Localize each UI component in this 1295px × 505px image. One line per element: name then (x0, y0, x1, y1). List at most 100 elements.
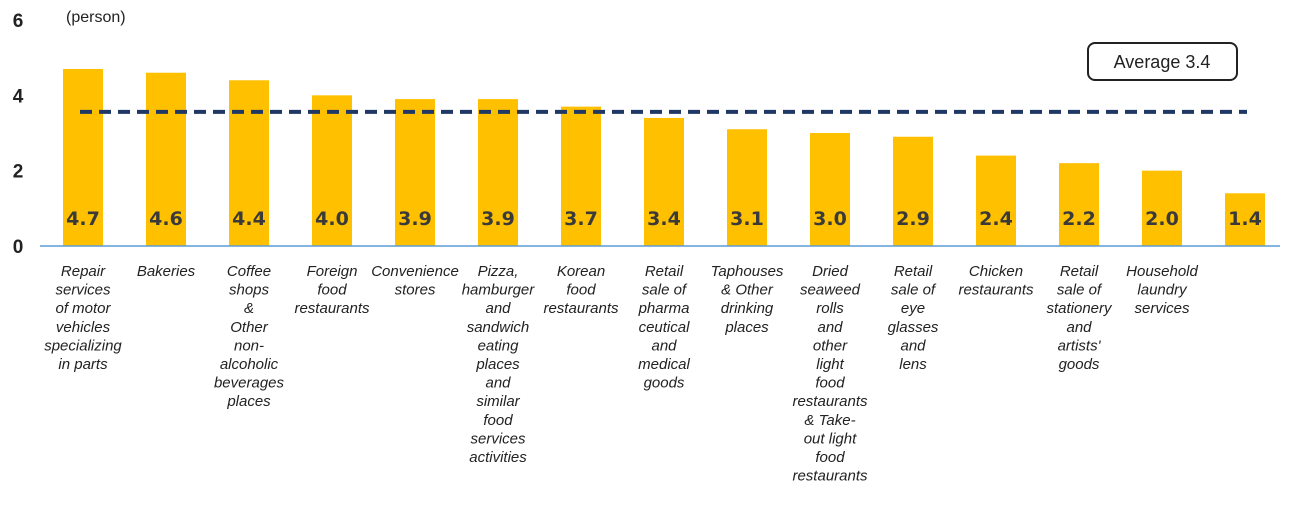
category-label-line: ceutical (639, 319, 691, 336)
bar (561, 106, 601, 246)
category-label-line: eating (478, 337, 520, 354)
bar-value-label: 3.9 (398, 208, 432, 230)
category-label-line: Other (230, 319, 269, 336)
value-labels-group: 4.7 4.6 4.4 4.0 3.9 3.9 3.7 3.4 3.1 3.0 2.9 2.4 2.2 2… (66, 208, 1262, 230)
category-label-line: & Other (721, 282, 774, 299)
category-label-line: food (815, 449, 845, 466)
category-label-line: light (816, 356, 844, 373)
bar (1059, 163, 1099, 246)
category-label-line: non- (234, 337, 264, 354)
category-label-line: food (566, 282, 596, 299)
y-tick-label: 0 (13, 237, 24, 258)
category-label-line: services (470, 430, 526, 447)
category-label-line: rolls (816, 300, 844, 317)
category-label-line: beverages (214, 375, 285, 392)
category-label: Retail sale of eye glasses and lens (888, 263, 939, 373)
category-label-line: and (817, 319, 843, 336)
category-label: Dried seaweed rolls and other light food restau… (792, 263, 868, 485)
category-label-line: goods (644, 375, 685, 392)
bar-value-label: 2.2 (1062, 208, 1096, 230)
category-label-line: places (724, 319, 769, 336)
category-label-line: out light (804, 430, 857, 447)
average-legend-box: Average 3.4 (1087, 42, 1238, 81)
bar (63, 68, 103, 246)
category-label-line: services (1134, 300, 1190, 317)
category-label-line: in parts (58, 356, 108, 373)
category-label-line: & Take- (804, 412, 855, 429)
y-tick-label: 4 (13, 86, 24, 107)
bar-value-label: 3.1 (730, 208, 764, 230)
category-label-line: other (813, 337, 848, 354)
bar (1142, 170, 1182, 246)
category-label-line: similar (476, 393, 520, 410)
category-label-line: Coffee (227, 263, 271, 280)
category-label-line: and (485, 300, 511, 317)
bar (146, 72, 186, 246)
bar-value-label: 2.0 (1145, 208, 1179, 230)
bar (810, 133, 850, 246)
category-label-line: sandwich (467, 319, 530, 336)
category-label: Repair services of motor vehicles specializi… (44, 263, 122, 373)
category-label-line: and (900, 337, 926, 354)
bar-value-label: 2.9 (896, 208, 930, 230)
bar-value-label: 2.4 (979, 208, 1013, 230)
category-label-line: restaurants (792, 393, 868, 410)
bar-value-label: 4.7 (66, 208, 100, 230)
category-label-line: goods (1059, 356, 1100, 373)
category-label-line: Pizza, (478, 263, 519, 280)
category-label: Taphouses & Other drinking places (711, 263, 784, 336)
category-label: Household laundry services (1126, 263, 1198, 317)
category-label: Retail sale of stationery and artists' goods (1046, 263, 1113, 373)
category-label-line: shops (229, 282, 270, 299)
bar (976, 155, 1016, 246)
bar (478, 99, 518, 246)
category-label-line: Dried (812, 263, 849, 280)
category-label-line: food (317, 282, 347, 299)
category-label: Bakeries (137, 263, 196, 280)
category-label-line: seaweed (800, 282, 861, 299)
category-label-line: Taphouses (711, 263, 784, 280)
category-label-line: Retail (894, 263, 933, 280)
category-label-line: restaurants (294, 300, 370, 317)
category-label-line: and (1066, 319, 1092, 336)
category-label-line: Korean (557, 263, 605, 280)
bar (727, 129, 767, 246)
bar-value-label: 3.4 (647, 208, 681, 230)
category-label-line: alcoholic (220, 356, 279, 373)
category-label-line: sale of (1057, 282, 1103, 299)
category-label-line: and (485, 375, 511, 392)
category-label-line: food (483, 412, 513, 429)
average-box-border (1087, 42, 1238, 81)
category-label-line: & (244, 300, 254, 317)
category-label-line: sale of (642, 282, 688, 299)
category-labels-group: Repair services of motor vehicles specializi… (44, 263, 1198, 485)
bar-value-label: 4.6 (149, 208, 183, 230)
bar-value-label: 4.4 (232, 208, 266, 230)
category-label-line: of motor (55, 300, 111, 317)
category-label-line: sale of (891, 282, 937, 299)
category-label-line: restaurants (543, 300, 619, 317)
y-axis: 0 2 4 6 (13, 11, 24, 258)
category-label: Korean food restaurants (543, 263, 619, 317)
category-label-line: specializing (44, 337, 122, 354)
category-label-line: restaurants (792, 468, 868, 485)
category-label: Pizza, hamburger and sandwich eating places an… (462, 263, 536, 466)
category-label: Coffee shops & Other non-alcoholic beverages p… (214, 263, 285, 410)
bar-value-label: 3.7 (564, 208, 598, 230)
bar-value-label: 4.0 (315, 208, 349, 230)
bar (229, 80, 269, 247)
category-label-line: Chicken (969, 263, 1023, 280)
category-label-line: Convenience (371, 263, 459, 280)
category-label-line: stores (395, 282, 436, 299)
category-label-line: Foreign (307, 263, 358, 280)
category-label-line: services (55, 282, 111, 299)
category-label-line: glasses (888, 319, 939, 336)
category-label-line: places (475, 356, 520, 373)
bar-value-label: 3.9 (481, 208, 515, 230)
category-label-line: eye (901, 300, 925, 317)
y-unit-label: (person) (66, 9, 126, 26)
bar (312, 95, 352, 246)
bar (1225, 193, 1265, 246)
category-label-line: Retail (1060, 263, 1099, 280)
category-label-line: artists' (1058, 337, 1102, 354)
